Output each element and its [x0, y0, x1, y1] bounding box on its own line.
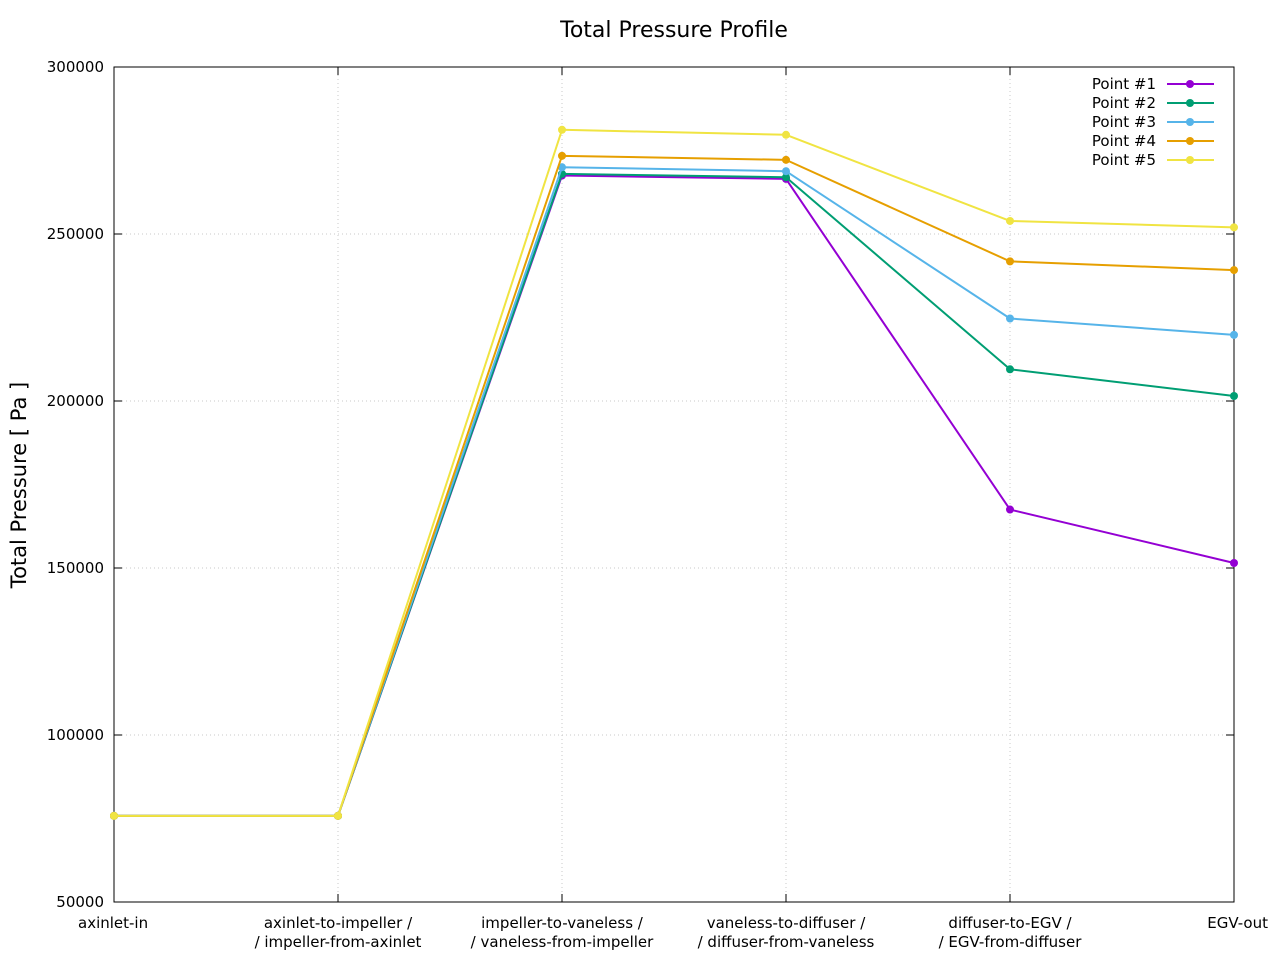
- data-point: [334, 811, 342, 820]
- plot-frame: [113, 66, 1235, 903]
- series-line-point-2: [114, 172, 1235, 817]
- x-tick-label: / vaneless-from-impeller: [471, 933, 654, 951]
- data-point: [1230, 223, 1238, 232]
- data-point: [1006, 365, 1014, 374]
- y-tick-label: 250000: [47, 225, 104, 243]
- data-point: [1006, 216, 1014, 225]
- y-tick-label: 50000: [56, 893, 104, 911]
- legend-label: Point #4: [1092, 132, 1156, 150]
- data-point: [558, 125, 566, 134]
- x-tick-label: / diffuser-from-vaneless: [698, 933, 875, 951]
- axis-ticks: 50000 100000 150000 200000 250000 300000 axinl…: [47, 58, 1268, 951]
- series-line-point-4: [114, 154, 1235, 817]
- x-tick-label: EGV-out: [1207, 914, 1268, 932]
- data-point: [1230, 266, 1238, 275]
- data-point: [558, 163, 566, 172]
- data-point: [782, 155, 790, 164]
- data-point: [782, 173, 790, 182]
- y-axis-label: Total Pressure [ Pa ]: [7, 382, 31, 589]
- y-tick-label: 100000: [47, 726, 104, 744]
- y-tick-label: 150000: [47, 559, 104, 577]
- data-point: [1230, 558, 1238, 567]
- series-line-point-5: [114, 128, 1235, 817]
- x-tick-label: axinlet-to-impeller /: [264, 914, 413, 932]
- legend-label: Point #3: [1092, 113, 1156, 131]
- x-tick-label: / EGV-from-diffuser: [939, 933, 1083, 951]
- data-point: [1230, 330, 1238, 339]
- legend-swatch-marker: [1186, 137, 1194, 145]
- legend-swatch-marker: [1186, 99, 1194, 107]
- x-tick-label: impeller-to-vaneless /: [481, 914, 644, 932]
- data-point: [782, 167, 790, 176]
- y-tick-label: 200000: [47, 392, 104, 410]
- x-tick-label: vaneless-to-diffuser /: [707, 914, 867, 932]
- chart-title: Total Pressure Profile: [559, 18, 788, 43]
- data-point: [1230, 391, 1238, 400]
- x-tick-label: diffuser-to-EGV /: [948, 914, 1072, 932]
- legend-swatch-marker: [1186, 118, 1194, 126]
- data-point: [1006, 257, 1014, 266]
- y-tick-label: 300000: [47, 58, 104, 76]
- legend-swatch-marker: [1186, 80, 1194, 88]
- legend-label: Point #2: [1092, 94, 1156, 112]
- grid: [114, 67, 1234, 902]
- legend-label: Point #5: [1092, 151, 1156, 169]
- series: [110, 125, 1238, 820]
- data-point: [1006, 314, 1014, 323]
- legend-swatch-marker: [1186, 156, 1194, 164]
- data-point: [558, 151, 566, 160]
- data-point: [782, 130, 790, 139]
- series-line-point-1: [114, 174, 1235, 817]
- legend-label: Point #1: [1092, 75, 1156, 93]
- data-point: [110, 811, 118, 820]
- data-point: [1006, 505, 1014, 514]
- x-tick-label: axinlet-in: [78, 914, 148, 932]
- x-tick-label: / impeller-from-axinlet: [255, 933, 422, 951]
